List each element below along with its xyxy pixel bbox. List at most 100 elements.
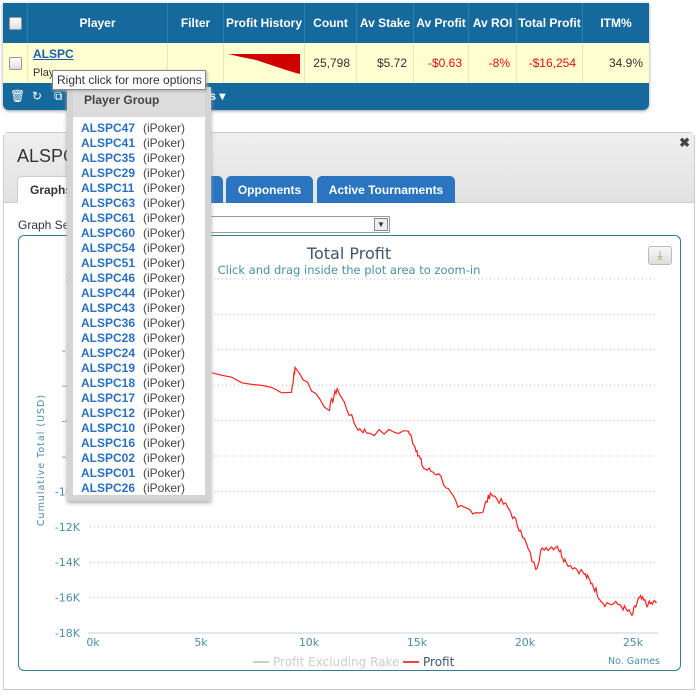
player-site: (iPoker) — [143, 406, 186, 420]
col-av-roi[interactable]: Av ROI — [469, 3, 517, 43]
player-name-link[interactable]: ALSPC43 — [81, 301, 136, 315]
profit-history-cell — [224, 43, 305, 83]
player-name-link[interactable]: ALSPC28 — [81, 331, 136, 345]
player-group-item[interactable]: ALSPC47 (iPoker) — [73, 121, 205, 136]
chevron-down-icon: ▼ — [374, 218, 388, 231]
caret-down-icon: ▾ — [219, 89, 226, 103]
chart-container: ⤓ — [18, 235, 681, 671]
player-group-item[interactable]: ALSPC51 (iPoker) — [73, 256, 205, 271]
player-group-item[interactable]: ALSPC43 (iPoker) — [73, 301, 205, 316]
player-group-item[interactable]: ALSPC28 (iPoker) — [73, 331, 205, 346]
player-name-link[interactable]: ALSPC16 — [81, 436, 136, 450]
chart-subtitle: Click and drag inside the plot area to z… — [218, 263, 481, 277]
player-group-item[interactable]: ALSPC18 (iPoker) — [73, 376, 205, 391]
legend-item-profit[interactable]: Profit — [403, 655, 455, 669]
col-filter[interactable]: Filter — [168, 3, 224, 43]
player-site: (iPoker) — [143, 181, 186, 195]
player-site: (iPoker) — [143, 376, 186, 390]
player-name-link[interactable]: ALSPC47 — [81, 121, 136, 135]
player-name-link[interactable]: ALSPC51 — [81, 256, 136, 270]
player-group-item[interactable]: ALSPC26 (iPoker) — [73, 481, 205, 496]
legend-item-profit-excluding-rake[interactable]: Profit Excluding Rake — [253, 655, 399, 669]
av-profit-cell: -$0.63 — [414, 43, 469, 83]
player-name-link[interactable]: ALSPC01 — [81, 466, 136, 480]
x-axis-title: No. Games — [608, 656, 660, 667]
av-roi-cell: -8% — [469, 43, 517, 83]
player-name-link[interactable]: ALSPC12 — [81, 406, 136, 420]
player-group-item[interactable]: ALSPC12 (iPoker) — [73, 406, 205, 421]
tab-opponents[interactable]: Opponents — [226, 176, 313, 203]
col-av-profit[interactable]: Av Profit — [414, 3, 469, 43]
player-name-link[interactable]: ALSPC18 — [81, 376, 136, 390]
player-name-link[interactable]: ALSPC61 — [81, 211, 136, 225]
download-icon[interactable]: ⤓ — [648, 246, 672, 265]
refresh-icon[interactable]: ↻ — [32, 89, 43, 103]
tab-active-tournaments[interactable]: Active Tournaments — [317, 176, 455, 203]
graph-series-label: Graph Se — [18, 218, 70, 232]
player-group-item[interactable]: ALSPC36 (iPoker) — [73, 316, 205, 331]
itm-cell: 34.9% — [583, 43, 649, 83]
player-name-link[interactable]: ALSPC60 — [81, 226, 136, 240]
col-av-stake[interactable]: Av Stake — [357, 3, 414, 43]
player-name-link[interactable]: ALSPC41 — [81, 136, 136, 150]
select-all-checkbox[interactable] — [8, 16, 22, 30]
col-player[interactable]: Player — [28, 3, 168, 43]
player-name-link[interactable]: ALSPC26 — [81, 481, 136, 495]
player-name-link[interactable]: ALSPC29 — [81, 166, 136, 180]
player-name-link[interactable]: ALSPC35 — [81, 151, 136, 165]
y-tick-label: -16K — [55, 592, 81, 605]
x-tick-label: 15k — [407, 636, 428, 649]
count-cell: 25,798 — [305, 43, 357, 83]
player-group-item[interactable]: ALSPC44 (iPoker) — [73, 286, 205, 301]
player-group-item[interactable]: ALSPC41 (iPoker) — [73, 136, 205, 151]
player-site: (iPoker) — [143, 421, 186, 435]
player-name-link[interactable]: ALSPC44 — [81, 286, 136, 300]
col-count[interactable]: Count — [305, 3, 357, 43]
y-tick-label: -14K — [55, 556, 81, 569]
player-site: (iPoker) — [143, 436, 186, 450]
x-tick-label: 10k — [299, 636, 320, 649]
player-group-item[interactable]: ALSPC60 (iPoker) — [73, 226, 205, 241]
player-group-item[interactable]: ALSPC35 (iPoker) — [73, 151, 205, 166]
trash-icon[interactable]: 🗑 — [10, 89, 26, 103]
player-name-link[interactable]: ALSPC63 — [81, 196, 136, 210]
player-name-link[interactable]: ALSPC24 — [81, 346, 136, 360]
player-group-item[interactable]: ALSPC61 (iPoker) — [73, 211, 205, 226]
player-group-item[interactable]: ALSPC11 (iPoker) — [73, 181, 205, 196]
player-name-link[interactable]: ALSPC36 — [81, 316, 136, 330]
legend-label: Profit Excluding Rake — [273, 655, 399, 669]
player-group-item[interactable]: ALSPC10 (iPoker) — [73, 421, 205, 436]
player-group-item[interactable]: ALSPC01 (iPoker) — [73, 466, 205, 481]
player-group-item[interactable]: ALSPC63 (iPoker) — [73, 196, 205, 211]
player-group-item[interactable]: ALSPC02 (iPoker) — [73, 451, 205, 466]
player-name-link[interactable]: ALSPC19 — [81, 361, 136, 375]
player-group-item[interactable]: ALSPC54 (iPoker) — [73, 241, 205, 256]
player-site: (iPoker) — [143, 451, 186, 465]
graph-series-select[interactable]: ▼ — [154, 216, 390, 233]
popout-icon[interactable]: ⧉ — [54, 89, 63, 103]
player-group-item[interactable]: ALSPC46 (iPoker) — [73, 271, 205, 286]
col-total-profit[interactable]: Total Profit — [517, 3, 583, 43]
player-name-link[interactable]: ALSPC46 — [81, 271, 136, 285]
close-icon[interactable]: ✖ — [679, 135, 690, 150]
series-profit-line[interactable] — [211, 365, 657, 617]
player-name-link[interactable]: ALSPC54 — [81, 241, 136, 255]
player-group-popup: Player Group ALSPC47 (iPoker) ALSPC41 (iPok… — [67, 87, 211, 501]
player-name-link[interactable]: ALSPC02 — [81, 451, 136, 465]
row-checkbox[interactable] — [8, 56, 22, 70]
player-name-link[interactable]: ALSPC10 — [81, 421, 136, 435]
player-group-item[interactable]: ALSPC24 (iPoker) — [73, 346, 205, 361]
player-name-link[interactable]: ALSPC17 — [81, 391, 136, 405]
player-site: (iPoker) — [143, 331, 186, 345]
col-profit-history[interactable]: Profit History — [224, 3, 305, 43]
player-site: (iPoker) — [143, 121, 186, 135]
player-group-item[interactable]: ALSPC16 (iPoker) — [73, 436, 205, 451]
player-group-item[interactable]: ALSPC19 (iPoker) — [73, 361, 205, 376]
player-name-link[interactable]: ALSPC11 — [81, 181, 135, 195]
player-group-item[interactable]: ALSPC17 (iPoker) — [73, 391, 205, 406]
player-link[interactable]: ALSPC — [33, 47, 74, 61]
col-itm[interactable]: ITM% — [600, 16, 632, 30]
tooltip: Right click for more options — [52, 70, 206, 90]
player-group-item[interactable]: ALSPC29 (iPoker) — [73, 166, 205, 181]
player-site: (iPoker) — [143, 361, 186, 375]
